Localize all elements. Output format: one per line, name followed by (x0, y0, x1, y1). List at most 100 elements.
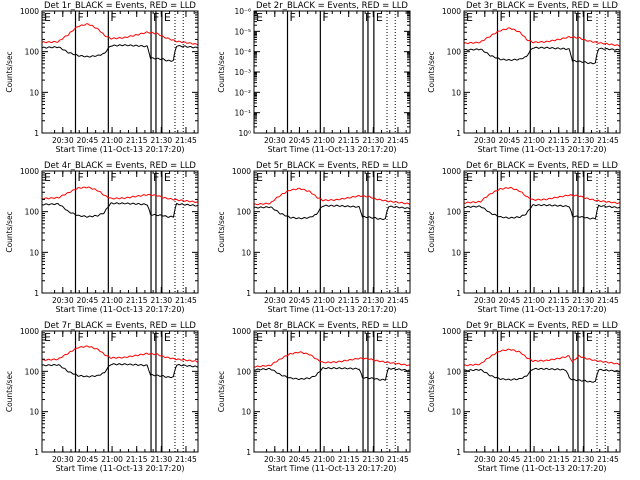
x-tick-label: 20:45 (77, 136, 99, 145)
y-tick-label: 1000 (232, 327, 251, 336)
x-tick-label: 21:45 (387, 296, 409, 305)
y-tick-label: 10⁰ (238, 129, 251, 138)
y-tick-label: 100 (25, 208, 40, 217)
y-tick-label: 1 (456, 129, 461, 138)
x-axis-label: Start Time (11-Oct-13 20:17:20) (477, 145, 606, 154)
flag-label: F (289, 331, 295, 344)
y-tick-label: 10 (241, 248, 251, 257)
y-tick-label: 10⁻⁶ (234, 7, 251, 16)
y-tick-label: 1000 (20, 167, 39, 176)
flag-label: F (532, 331, 538, 344)
y-tick-label: 1 (34, 289, 39, 298)
event-rate-line (41, 44, 198, 62)
y-tick-label: 1 (246, 448, 251, 457)
corner-flag-label: E (256, 171, 263, 184)
panel-title: Det 5r_BLACK = Events, RED = LLD (256, 161, 408, 171)
x-tick-label: 20:45 (289, 296, 311, 305)
corner-flag-label: E (44, 11, 51, 24)
x-tick-label: 21:15 (126, 136, 148, 145)
event-rate-line (41, 363, 199, 379)
y-tick-label: 1 (456, 289, 461, 298)
x-tick-label: 21:45 (387, 136, 409, 145)
panel-title: Det 2r_BLACK = Events, RED = LLD (256, 1, 408, 11)
y-tick-label: 1 (246, 289, 251, 298)
x-tick-label: 20:30 (52, 455, 74, 464)
flag-label: E (586, 171, 593, 184)
panel-title: Det 4r_BLACK = Events, RED = LLD (44, 161, 196, 171)
x-tick-label: 21:30 (151, 296, 173, 305)
x-tick-label: 21:30 (363, 455, 385, 464)
lld-rate-line (463, 27, 621, 47)
flag-label: E (376, 11, 383, 24)
corner-flag-label: E (44, 331, 51, 344)
x-tick-label: 21:30 (573, 136, 595, 145)
y-tick-label: 100 (25, 367, 40, 376)
flag-label: E (376, 171, 383, 184)
x-tick-label: 20:30 (52, 296, 74, 305)
lld-rate-line (253, 187, 411, 206)
x-tick-label: 21:15 (126, 296, 148, 305)
y-tick-label: 1 (34, 448, 39, 457)
lld-rate-line (463, 186, 621, 205)
x-axis-label: Start Time (11-Oct-13 20:17:20) (477, 464, 606, 473)
x-tick-label: 20:45 (289, 455, 311, 464)
x-tick-label: 20:45 (499, 296, 521, 305)
flag-label: F (322, 11, 328, 24)
corner-flag-label: E (44, 171, 51, 184)
x-axis-label: Start Time (11-Oct-13 20:17:20) (55, 305, 184, 314)
x-tick-label: 21:45 (597, 136, 619, 145)
y-tick-label: 1000 (232, 167, 251, 176)
lld-rate-line (41, 345, 199, 363)
x-tick-label: 21:00 (523, 296, 545, 305)
x-tick-label: 20:45 (289, 136, 311, 145)
x-tick-label: 20:45 (499, 455, 521, 464)
event-rate-line (463, 204, 621, 220)
x-axis-label: Start Time (11-Oct-13 20:17:20) (55, 464, 184, 473)
flag-label: F (499, 171, 505, 184)
flag-label: E (376, 331, 383, 344)
y-axis-label: Counts/sec (217, 51, 226, 92)
x-tick-label: 21:00 (523, 136, 545, 145)
x-tick-label: 21:15 (338, 455, 360, 464)
panel-title: Det 6r_BLACK = Events, RED = LLD (466, 161, 618, 171)
x-tick-label: 21:15 (338, 296, 360, 305)
y-tick-label: 1000 (442, 7, 461, 16)
corner-flag-label: E (256, 331, 263, 344)
y-axis-label: Counts/sec (427, 51, 436, 92)
x-tick-label: 20:30 (52, 136, 74, 145)
x-tick-label: 21:00 (313, 136, 335, 145)
flag-label: F (322, 331, 328, 344)
y-tick-label: 10⁻⁵ (234, 27, 251, 36)
x-tick-label: 21:30 (151, 455, 173, 464)
x-tick-label: 21:45 (597, 296, 619, 305)
panel-title: Det 9r_BLACK = Events, RED = LLD (466, 321, 618, 331)
flag-label: E (586, 11, 593, 24)
panel-title: Det 3r_BLACK = Events, RED = LLD (466, 1, 618, 11)
y-tick-label: 10 (451, 408, 461, 417)
detector-panel-5: FFFEE110100100020:3020:4521:0021:1521:30… (217, 161, 411, 314)
x-tick-label: 20:45 (77, 296, 99, 305)
x-tick-label: 20:30 (264, 136, 286, 145)
corner-flag-label: E (466, 11, 473, 24)
y-axis-label: Counts/sec (427, 371, 436, 412)
y-tick-label: 10 (241, 408, 251, 417)
detector-panel-1: FFFEE110100100020:3020:4521:0021:1521:30… (5, 1, 199, 154)
y-axis-label: Counts/sec (5, 371, 14, 412)
x-tick-label: 20:30 (474, 136, 496, 145)
corner-flag-label: E (466, 171, 473, 184)
y-tick-label: 1 (456, 448, 461, 457)
y-tick-label: 100 (237, 367, 252, 376)
detector-panel-4: FFFEE110100100020:3020:4521:0021:1521:30… (5, 161, 199, 314)
lld-rate-line (463, 348, 621, 367)
y-tick-label: 10⁻³ (234, 68, 251, 77)
flag-label: F (532, 171, 538, 184)
y-axis-label: Counts/sec (5, 51, 14, 92)
x-tick-label: 21:45 (175, 136, 197, 145)
x-tick-label: 21:15 (548, 455, 570, 464)
event-rate-line (463, 367, 621, 383)
x-tick-label: 21:00 (101, 136, 123, 145)
x-tick-label: 21:00 (101, 455, 123, 464)
x-tick-label: 21:00 (101, 296, 123, 305)
flag-label: E (164, 331, 171, 344)
x-tick-label: 21:45 (597, 455, 619, 464)
